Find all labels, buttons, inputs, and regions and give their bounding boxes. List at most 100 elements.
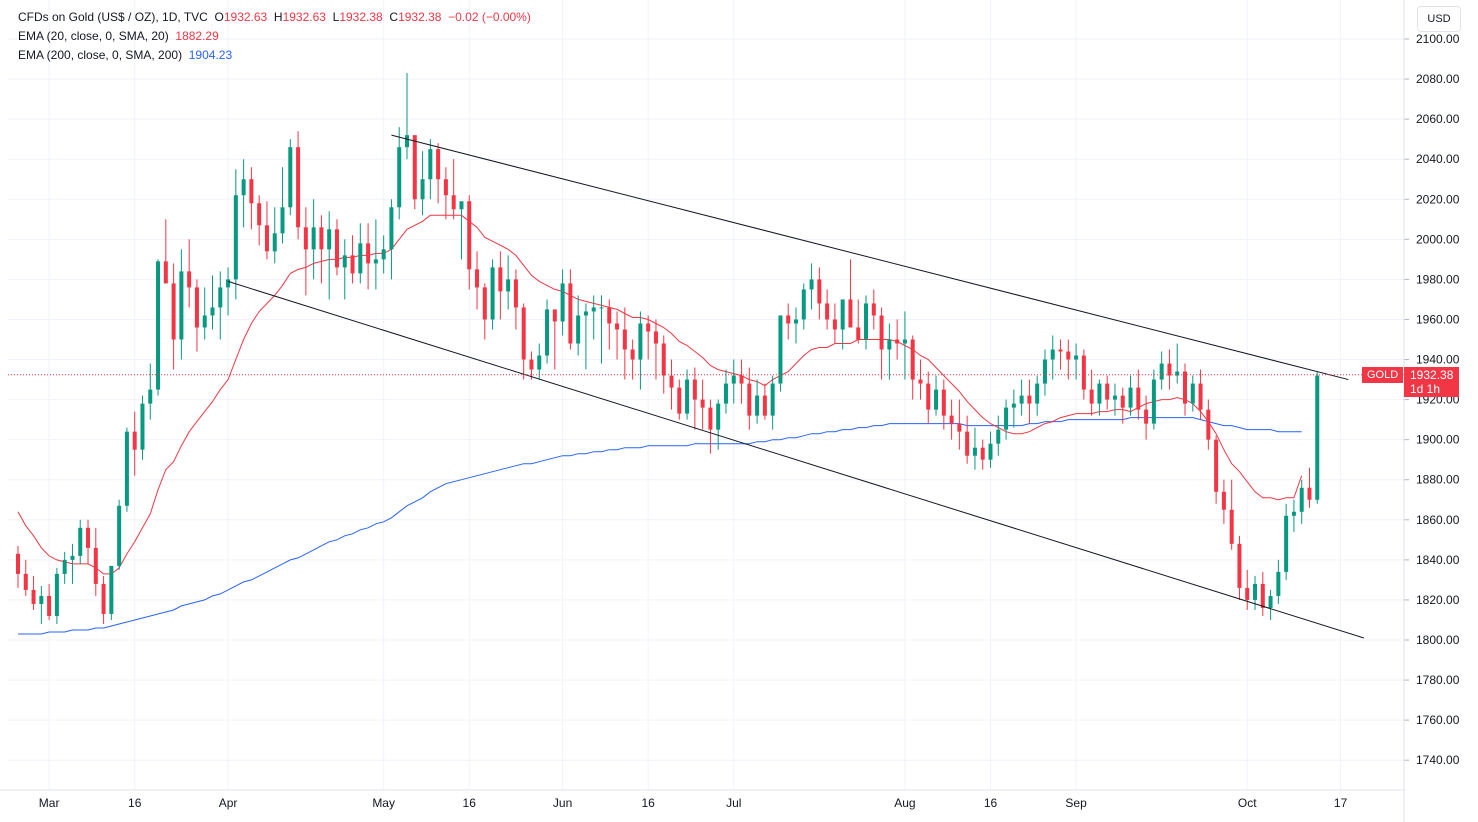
- candle: [583, 303, 588, 370]
- time-axis[interactable]: Mar 16 Apr May 16 Jun 16 Jul Aug 16 Sep Oct 17: [0, 789, 1404, 810]
- candle: [910, 335, 915, 400]
- candle: [895, 319, 900, 360]
- price-tick-label: 1980.00: [1416, 272, 1460, 286]
- candle: [124, 427, 129, 512]
- candle: [264, 201, 269, 260]
- price-tick-label: 1780.00: [1416, 673, 1460, 687]
- grid: [8, 0, 1404, 790]
- candle-body: [1190, 383, 1195, 404]
- candle: [101, 575, 106, 624]
- candle-body: [646, 323, 651, 332]
- candle: [1019, 379, 1024, 416]
- candle: [521, 303, 526, 380]
- candle-body: [62, 559, 67, 574]
- candle-body: [334, 229, 339, 268]
- time-tick-label: May: [372, 796, 395, 810]
- candle: [513, 269, 518, 330]
- candle: [257, 195, 262, 246]
- candle-body: [1175, 371, 1180, 376]
- candle: [397, 127, 402, 220]
- candle: [179, 249, 184, 360]
- candle-body: [1027, 395, 1032, 404]
- candle-body: [70, 555, 75, 560]
- candle-body: [31, 589, 36, 604]
- candle-body: [677, 387, 682, 414]
- candle: [1206, 399, 1211, 450]
- candle: [739, 359, 744, 404]
- price-tick-label: 2060.00: [1416, 112, 1460, 126]
- legend-ema20-row[interactable]: EMA (20, close, 0, SMA, 20) 1882.29: [18, 27, 531, 46]
- candle-body: [241, 179, 246, 196]
- candle: [93, 527, 98, 596]
- candle-body: [163, 261, 168, 284]
- candle: [358, 223, 363, 284]
- upper-channel-line[interactable]: [391, 134, 1349, 381]
- candle-body: [397, 147, 402, 208]
- candle: [1058, 339, 1063, 370]
- candle: [490, 259, 495, 330]
- price-axis[interactable]: 1740.00 1760.00 1780.00 1800.00 1820.00 1840.…: [1403, 0, 1478, 822]
- candle: [1011, 389, 1016, 428]
- candle-body: [848, 299, 853, 328]
- lower-channel-line[interactable]: [227, 280, 1365, 639]
- legend-ema200-row[interactable]: EMA (200, close, 0, SMA, 200) 1904.23: [18, 46, 531, 65]
- candle-body: [934, 389, 939, 410]
- candle-body: [1315, 375, 1320, 500]
- candle-body: [545, 309, 550, 356]
- candle-body: [1097, 383, 1102, 404]
- candle-body: [1276, 571, 1281, 596]
- candle: [576, 295, 581, 356]
- legend-open: 1932.63: [223, 10, 268, 24]
- legend-ema200-value: 1904.23: [188, 48, 233, 62]
- candle: [241, 159, 246, 228]
- candle-body: [739, 375, 744, 384]
- candle-body: [381, 249, 386, 260]
- candle-body: [1221, 491, 1226, 510]
- candle: [988, 431, 993, 468]
- candle-body: [16, 553, 20, 574]
- candle: [428, 139, 433, 200]
- candle-body: [1105, 383, 1110, 400]
- candle-body: [1136, 387, 1141, 410]
- time-tick-label: 16: [984, 796, 998, 810]
- candle-body: [1183, 371, 1187, 404]
- candle-body: [1058, 349, 1063, 352]
- candle-body: [101, 583, 106, 614]
- candle: [646, 315, 651, 360]
- candle: [840, 299, 845, 350]
- legend-close: 1932.38: [398, 10, 442, 24]
- candle-body: [685, 379, 690, 414]
- candle: [1004, 399, 1009, 440]
- candle: [1276, 559, 1281, 604]
- candle-body: [941, 389, 946, 416]
- candle: [187, 239, 192, 308]
- candle: [54, 567, 59, 624]
- candle: [879, 307, 884, 380]
- candle-body: [443, 179, 448, 196]
- candle-body: [210, 307, 215, 316]
- candle: [334, 219, 339, 276]
- candle: [443, 167, 448, 220]
- candle-body: [280, 207, 285, 234]
- candle: [1050, 335, 1055, 380]
- candle-body: [529, 359, 534, 370]
- candle: [661, 335, 666, 394]
- price-tick-label: 1900.00: [1416, 433, 1460, 447]
- candle-body: [249, 179, 254, 204]
- candle: [70, 543, 75, 584]
- candle-body: [832, 319, 837, 330]
- price-tick-label: 2020.00: [1416, 192, 1460, 206]
- candle: [545, 299, 550, 364]
- candle-body: [1144, 409, 1149, 424]
- legend-symbol-row[interactable]: CFDs on Gold (US$ / OZ), 1D, TVC O1932.6…: [18, 10, 531, 24]
- trendlines[interactable]: [227, 134, 1365, 639]
- price-tick-label: 1800.00: [1416, 633, 1460, 647]
- candle-body: [1159, 363, 1164, 380]
- currency-button[interactable]: USD: [1417, 6, 1461, 32]
- candle-body: [428, 149, 433, 180]
- candle-body: [1042, 359, 1047, 384]
- candle-body: [405, 135, 409, 148]
- candle: [412, 135, 417, 210]
- time-tick-label: Oct: [1238, 796, 1257, 810]
